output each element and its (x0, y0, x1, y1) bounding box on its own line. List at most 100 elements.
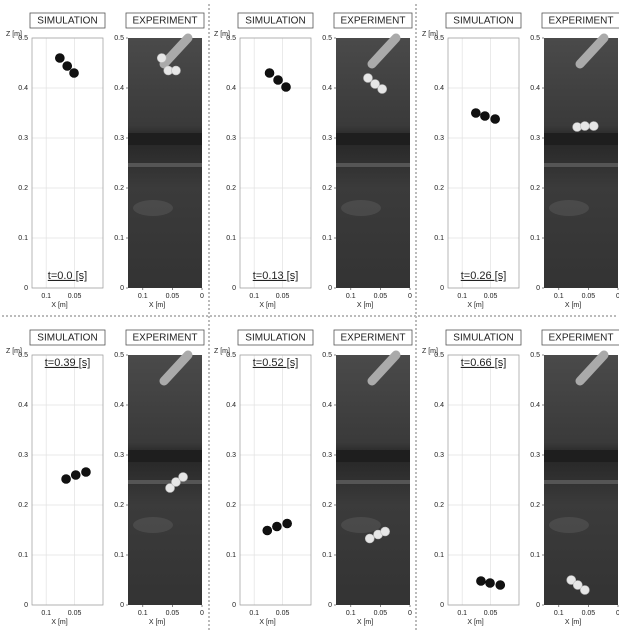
panel-title: EXPERIMENT (340, 333, 405, 344)
y-tick-label: 0 (440, 285, 444, 292)
y-tick-label: 0.2 (434, 502, 444, 509)
y-tick-label: 0.2 (322, 502, 332, 509)
plot-area (448, 38, 519, 288)
y-tick-label: 0 (24, 285, 28, 292)
x-tick-label: 0.1 (554, 293, 564, 300)
x-axis-label: X [m] (467, 619, 483, 626)
photo-band (544, 133, 618, 145)
x-tick-label: 0 (408, 293, 412, 300)
y-tick-label: 0.3 (530, 452, 540, 459)
ball (263, 526, 272, 535)
y-tick-label: 0.2 (530, 185, 540, 192)
y-tick-label: 0.2 (18, 185, 28, 192)
y-tick-label: 0.4 (530, 402, 540, 409)
x-axis-label: X [m] (51, 302, 67, 309)
time-label: t=0.52 [s] (253, 357, 299, 369)
y-axis-label: Z [m] (422, 348, 438, 355)
ball (55, 54, 64, 63)
ball (62, 475, 71, 484)
x-tick-label: 0.1 (346, 293, 356, 300)
panel-title: EXPERIMENT (132, 333, 197, 344)
y-tick-label: 0.2 (226, 502, 236, 509)
panel-title: SIMULATION (37, 16, 97, 27)
y-tick-label: 0.4 (226, 402, 236, 409)
panel-title: EXPERIMENT (548, 333, 613, 344)
y-tick-label: 0.4 (434, 402, 444, 409)
x-tick-label: 0.05 (68, 610, 82, 617)
x-tick-label: 0.1 (346, 610, 356, 617)
x-tick-label: 0 (408, 610, 412, 617)
ball (491, 115, 500, 124)
plot-area (448, 355, 519, 605)
y-tick-label: 0.4 (114, 85, 124, 92)
y-tick-label: 0.1 (114, 552, 124, 559)
time-label: t=0.39 [s] (45, 357, 91, 369)
ball (274, 76, 283, 85)
x-tick-label: 0 (200, 293, 204, 300)
ball (480, 112, 489, 121)
x-tick-label: 0.05 (374, 293, 388, 300)
photo-shadow (341, 517, 381, 533)
ball (496, 581, 505, 590)
y-tick-label: 0.1 (434, 552, 444, 559)
y-tick-label: 0.1 (322, 552, 332, 559)
ball (580, 586, 589, 595)
y-tick-label: 0.1 (434, 235, 444, 242)
x-tick-label: 0.05 (276, 610, 290, 617)
time-label: t=0.26 [s] (461, 270, 507, 282)
photo-shadow (133, 517, 173, 533)
ball (381, 527, 390, 536)
ball (70, 69, 79, 78)
y-tick-label: 0 (120, 602, 124, 609)
x-axis-label: X [m] (51, 619, 67, 626)
x-tick-label: 0.1 (138, 610, 148, 617)
y-axis-label: Z [m] (6, 31, 22, 38)
ball (171, 66, 180, 75)
ball (365, 534, 374, 543)
y-tick-label: 0.3 (226, 135, 236, 142)
y-tick-label: 0 (232, 285, 236, 292)
panel-title: SIMULATION (453, 333, 513, 344)
y-axis-label: Z [m] (214, 31, 230, 38)
y-tick-label: 0.2 (530, 502, 540, 509)
panel-title: SIMULATION (245, 333, 305, 344)
ball (580, 122, 589, 131)
ball (476, 577, 485, 586)
y-tick-label: 0.5 (530, 352, 540, 359)
plot-area (240, 38, 311, 288)
x-tick-label: 0 (200, 610, 204, 617)
ball (283, 519, 292, 528)
ball (272, 522, 281, 531)
y-tick-label: 0.3 (434, 135, 444, 142)
y-tick-label: 0 (328, 602, 332, 609)
plot-area (32, 38, 103, 288)
x-tick-label: 0.1 (138, 293, 148, 300)
x-tick-label: 0.05 (166, 610, 180, 617)
ball (363, 74, 372, 83)
y-tick-label: 0 (232, 602, 236, 609)
x-tick-label: 0.05 (166, 293, 180, 300)
y-tick-label: 0.5 (114, 352, 124, 359)
y-tick-label: 0.5 (114, 35, 124, 42)
y-tick-label: 0 (536, 285, 540, 292)
ball (471, 109, 480, 118)
panel-title: SIMULATION (453, 16, 513, 27)
y-tick-label: 0.4 (18, 402, 28, 409)
y-tick-label: 0.1 (18, 235, 28, 242)
y-tick-label: 0.1 (322, 235, 332, 242)
ball (265, 69, 274, 78)
y-tick-label: 0.1 (530, 235, 540, 242)
photo-band (544, 480, 618, 484)
y-tick-label: 0.3 (18, 452, 28, 459)
y-tick-label: 0.3 (114, 452, 124, 459)
y-tick-label: 0 (536, 602, 540, 609)
y-axis-label: Z [m] (6, 348, 22, 355)
x-tick-label: 0.1 (41, 293, 51, 300)
x-tick-label: 0.1 (41, 610, 51, 617)
ball (179, 473, 188, 482)
y-tick-label: 0.3 (434, 452, 444, 459)
y-tick-label: 0 (328, 285, 332, 292)
ball (589, 122, 598, 131)
x-tick-label: 0.1 (249, 610, 259, 617)
photo-shadow (341, 200, 381, 216)
